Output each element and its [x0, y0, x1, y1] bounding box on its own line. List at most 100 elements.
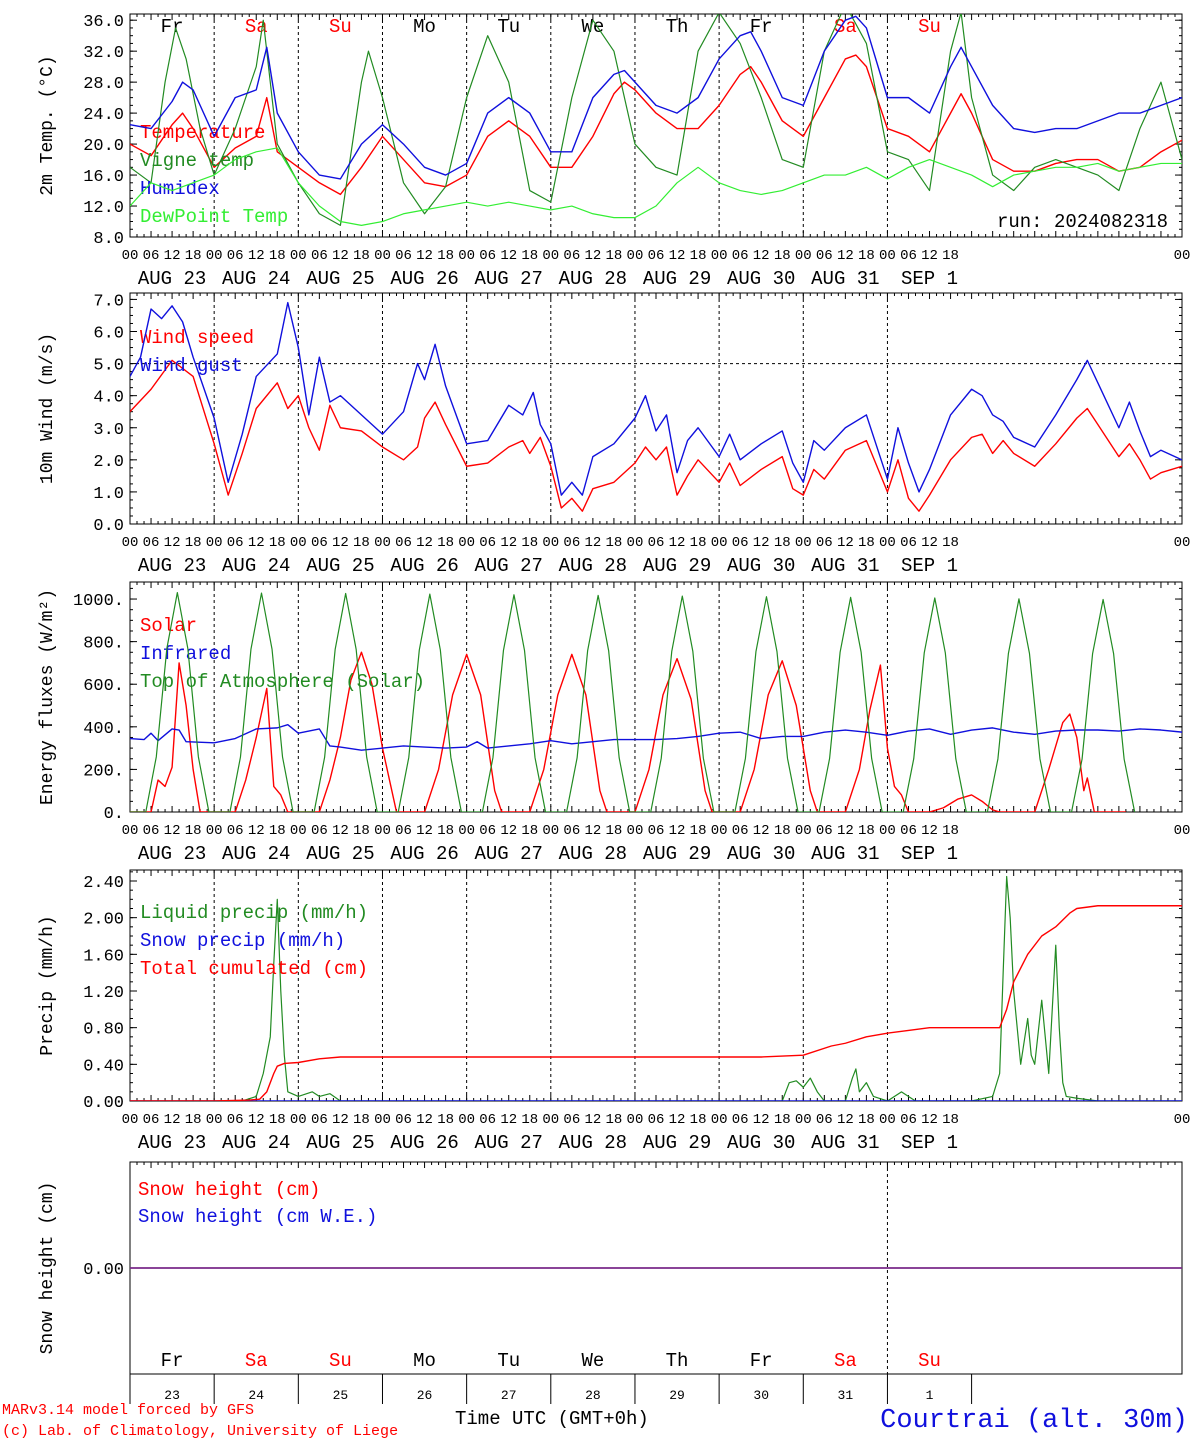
- x-hour-label: 06: [900, 823, 917, 839]
- x-hour-label: 00: [458, 823, 475, 839]
- x-hour-label: 06: [648, 248, 665, 264]
- x-date-label: AUG 23: [138, 1132, 206, 1154]
- weekday-label: Su: [329, 1350, 352, 1372]
- x-hour-label: 12: [921, 1112, 938, 1128]
- x-hour-label: 06: [143, 535, 160, 551]
- x-hour-label: 18: [774, 248, 791, 264]
- x-hour-label: 00: [879, 1112, 896, 1128]
- x-hour-label: 06: [563, 248, 580, 264]
- legend-entry: Snow precip (mm/h): [140, 930, 345, 952]
- weekday-label: Th: [666, 16, 689, 38]
- legend-entry: Wind gust: [140, 355, 243, 377]
- y-tick-label: 12.0: [83, 199, 124, 218]
- weekday-label: Tu: [497, 1350, 520, 1372]
- x-hour-label: 12: [164, 248, 181, 264]
- legend-entry: Liquid precip (mm/h): [140, 902, 368, 924]
- footer: MARv3.14 model forced by GFS (c) Lab. of…: [2, 1402, 1188, 1440]
- x-hour-label: 18: [269, 248, 286, 264]
- y-tick-label: 5.0: [93, 357, 124, 376]
- x-hour-label: 06: [479, 1112, 496, 1128]
- x-hour-label: 06: [648, 1112, 665, 1128]
- x-hour-label: 18: [942, 1112, 959, 1128]
- x-hour-label: 06: [311, 535, 328, 551]
- x-hour-label: 06: [732, 1112, 749, 1128]
- x-hour-label: 18: [858, 248, 875, 264]
- y-tick-label: 2.00: [83, 911, 124, 930]
- y-tick-label: 600.: [83, 677, 124, 696]
- x-hour-label: 18: [690, 823, 707, 839]
- x-hour-label: 18: [353, 248, 370, 264]
- x-date-label: AUG 25: [306, 843, 374, 865]
- x-date-label: AUG 30: [727, 843, 795, 865]
- x-hour-label: 18: [942, 823, 959, 839]
- x-date-label: SEP 1: [901, 268, 958, 290]
- x-hour-label: 00: [374, 1112, 391, 1128]
- x-hour-label: 12: [416, 535, 433, 551]
- x-hour-label: 12: [669, 248, 686, 264]
- x-hour-label: 18: [942, 535, 959, 551]
- x-date-label: AUG 31: [811, 843, 879, 865]
- x-hour-label: 18: [185, 823, 202, 839]
- weekday-label: Su: [329, 16, 352, 38]
- x-date-label: SEP 1: [901, 1132, 958, 1154]
- legend-entry: Infrared: [140, 643, 231, 665]
- x-hour-label: 12: [500, 823, 517, 839]
- x-hour-label: 06: [395, 248, 412, 264]
- x-hour-label: 06: [900, 535, 917, 551]
- x-hour-label: 12: [248, 535, 265, 551]
- x-hour-label: 00: [458, 1112, 475, 1128]
- time-axis-label: Time UTC (GMT+0h): [455, 1408, 649, 1430]
- x-hour-label: 12: [584, 823, 601, 839]
- day-number-label: 25: [333, 1388, 349, 1403]
- x-hour-label: 06: [227, 823, 244, 839]
- x-hour-label: 12: [921, 823, 938, 839]
- x-hour-label: 18: [606, 248, 623, 264]
- y-tick-label: 400.: [83, 720, 124, 739]
- x-hour-label: 00: [458, 535, 475, 551]
- x-hour-label: 06: [732, 535, 749, 551]
- x-hour-label: 00: [374, 248, 391, 264]
- y-tick-label: 200.: [83, 762, 124, 781]
- legend-entry: Snow height (cm W.E.): [138, 1206, 377, 1228]
- y-tick-label: 6.0: [93, 325, 124, 344]
- x-hour-label: 18: [437, 823, 454, 839]
- y-tick-label: 2.40: [83, 874, 124, 893]
- day-number-label: 24: [248, 1388, 264, 1403]
- x-hour-label: 00: [290, 535, 307, 551]
- y-tick-label: 36.0: [83, 13, 124, 32]
- x-hour-label: 18: [353, 535, 370, 551]
- x-hour-label: 06: [227, 248, 244, 264]
- x-date-label: AUG 28: [559, 555, 627, 577]
- day-number-label: 26: [417, 1388, 433, 1403]
- x-hour-label: 12: [416, 1112, 433, 1128]
- y-tick-label: 0.80: [83, 1021, 124, 1040]
- x-hour-label: 12: [837, 248, 854, 264]
- day-number-label: 28: [585, 1388, 601, 1403]
- chart-panel-1: 8.0 12.0 16.0 20.0 24.0 28.0 32.0 36.0 2m Temp. …: [38, 13, 1191, 290]
- x-hour-label: 06: [563, 823, 580, 839]
- series-line: [130, 875, 1182, 1101]
- x-hour-label: 18: [521, 248, 538, 264]
- y-axis-label: Snow height (cm): [38, 1182, 58, 1355]
- x-hour-label: 06: [900, 1112, 917, 1128]
- x-hour-label: 06: [311, 823, 328, 839]
- x-hour-label: 00: [1174, 248, 1191, 264]
- x-hour-label: 06: [227, 535, 244, 551]
- x-hour-label: 00: [627, 535, 644, 551]
- x-date-label: AUG 23: [138, 268, 206, 290]
- weekday-label: Sa: [834, 1350, 857, 1372]
- chart-panel-3: 0. 200. 400. 600. 800. 1000. Energy fluxes (W/…: [38, 581, 1191, 865]
- weekday-label: Su: [918, 16, 941, 38]
- x-hour-label: 00: [122, 535, 139, 551]
- series-line: [130, 301, 1182, 496]
- x-date-label: AUG 27: [475, 555, 543, 577]
- x-hour-label: 12: [921, 248, 938, 264]
- x-hour-label: 18: [858, 535, 875, 551]
- x-hour-label: 00: [795, 248, 812, 264]
- x-hour-label: 00: [795, 535, 812, 551]
- x-hour-label: 00: [1174, 823, 1191, 839]
- x-hour-label: 06: [311, 248, 328, 264]
- x-date-label: AUG 28: [559, 1132, 627, 1154]
- y-axis-label: Precip (mm/h): [38, 915, 58, 1055]
